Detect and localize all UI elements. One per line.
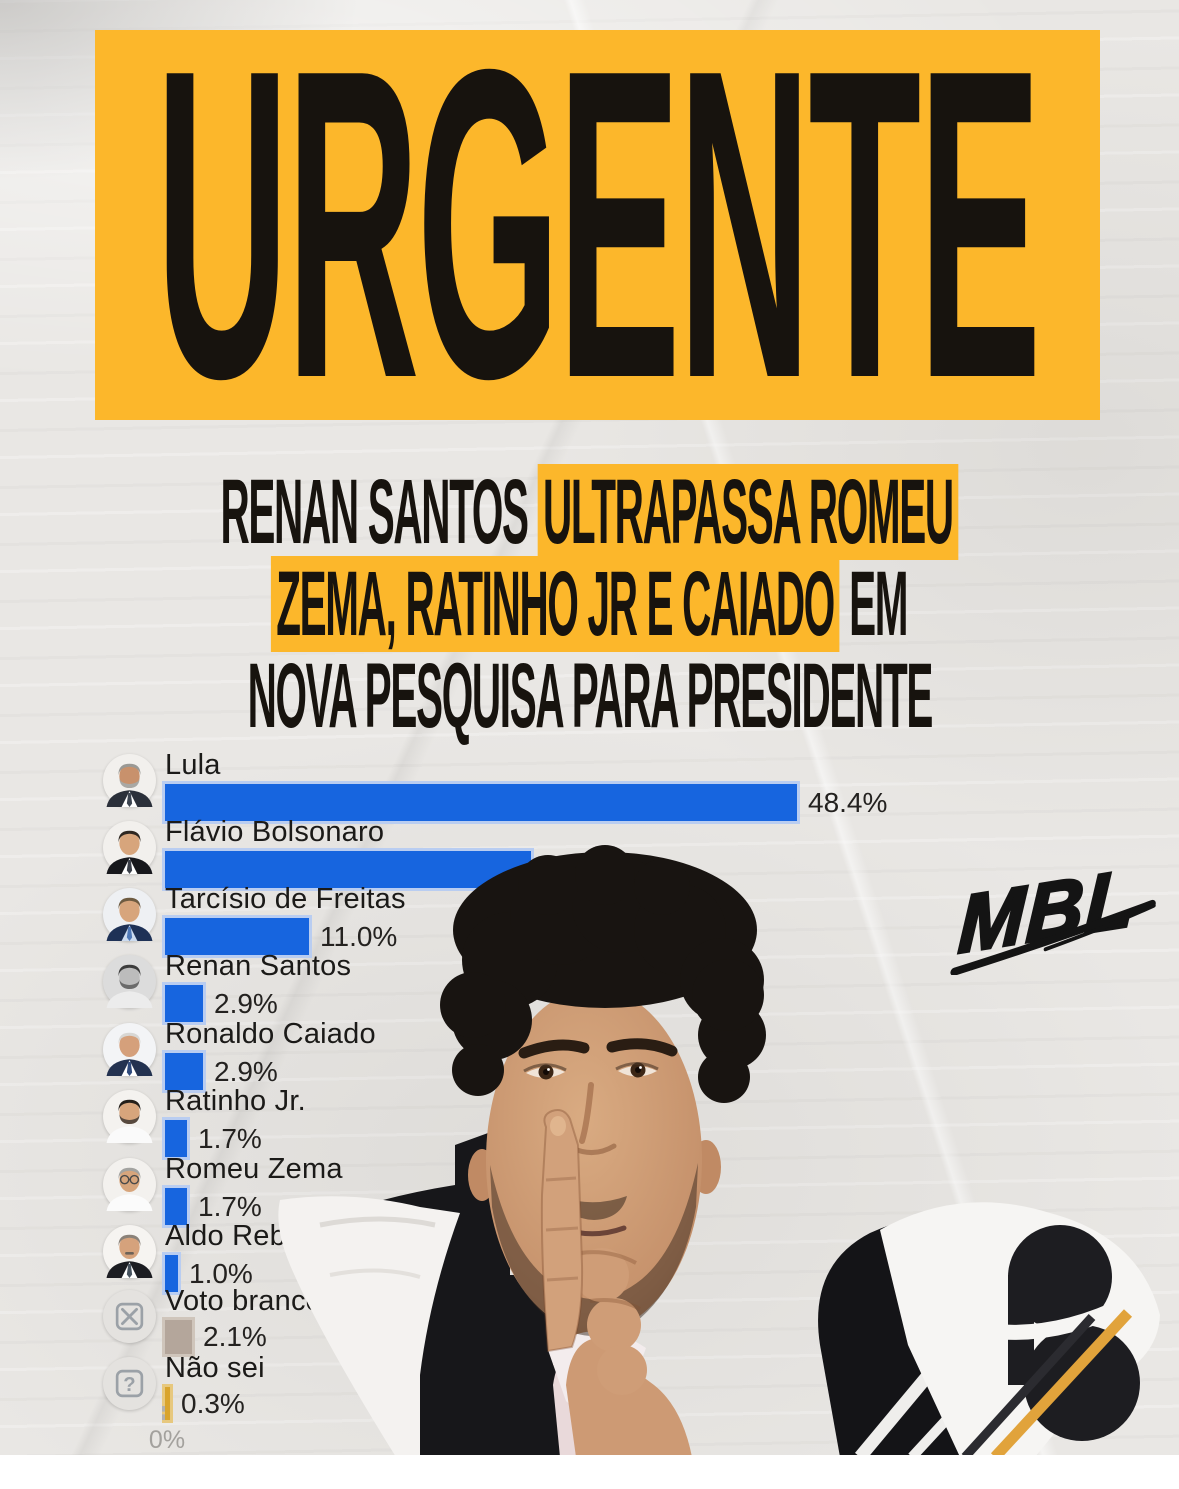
headline-highlight: ZEMA, RATINHO JR E CAIADO bbox=[271, 556, 840, 652]
headline-line: RENAN SANTOS ULTRAPASSA ROMEU bbox=[0, 464, 1179, 560]
poll-row: ? Não sei 0.3% bbox=[103, 1352, 1003, 1420]
candidate-photo bbox=[103, 1090, 156, 1143]
candidate-name: Voto branco bbox=[165, 1285, 322, 1317]
poll-chart: Lula 48.4% Flávio Bolsonaro Tarcísio de Fre… bbox=[103, 0, 1063, 1489]
poll-bar bbox=[165, 1053, 203, 1090]
candidate-photo bbox=[103, 1225, 156, 1278]
poll-bar bbox=[165, 1188, 187, 1225]
ballot-x-icon bbox=[103, 1290, 156, 1343]
mbl-underline bbox=[950, 899, 1156, 975]
candidate-photo bbox=[103, 754, 156, 807]
axis-zero-label: 0% bbox=[148, 1426, 186, 1454]
white-flag-left bbox=[278, 1196, 460, 1457]
candidate-avatar bbox=[103, 754, 156, 807]
headline-text: ZEMA, RATINHO JR E CAIADO EM bbox=[271, 553, 909, 655]
poll-bar bbox=[165, 1255, 178, 1292]
candidate-name: Ratinho Jr. bbox=[165, 1085, 306, 1117]
candidate-avatar bbox=[103, 888, 156, 941]
poll-row: Flávio Bolsonaro bbox=[103, 816, 1003, 888]
candidate-name: Renan Santos bbox=[165, 950, 352, 982]
candidate-avatar bbox=[103, 1158, 156, 1211]
candidate-avatar bbox=[103, 1225, 156, 1278]
poll-value: 1.0% bbox=[189, 1257, 253, 1289]
headline-text: NOVA PESQUISA PARA PRESIDENTE bbox=[247, 645, 933, 747]
candidate-name: Romeu Zema bbox=[165, 1153, 343, 1185]
headline-line: NOVA PESQUISA PARA PRESIDENTE bbox=[0, 645, 1179, 747]
poll-bar bbox=[165, 1387, 170, 1420]
headline-text: RENAN SANTOS ULTRAPASSA ROMEU bbox=[221, 464, 959, 560]
candidate-avatar: ? bbox=[103, 1357, 156, 1410]
poll-row: Aldo Rebelo 1.0% bbox=[103, 1222, 1003, 1292]
headline-plain: NOVA PESQUISA PARA PRESIDENTE bbox=[247, 645, 933, 747]
candidate-name: Flávio Bolsonaro bbox=[165, 816, 385, 848]
candidate-avatar bbox=[103, 821, 156, 874]
candidate-photo bbox=[103, 955, 156, 1008]
poll-row: Ronaldo Caiado 2.9% bbox=[103, 1018, 1003, 1090]
candidate-avatar bbox=[103, 1090, 156, 1143]
candidate-name: Lula bbox=[165, 749, 221, 781]
poll-row: Renan Santos 2.9% bbox=[103, 950, 1003, 1022]
nose bbox=[579, 1082, 594, 1144]
banner-title: URGENTE bbox=[156, 0, 1042, 470]
hair bbox=[440, 845, 766, 1103]
right-eyebrow bbox=[606, 1038, 678, 1057]
renan-santos-photo bbox=[278, 845, 1160, 1457]
poll-row: Ratinho Jr. 1.7% bbox=[103, 1085, 1003, 1157]
left-eyebrow bbox=[518, 1039, 590, 1059]
headline-highlight: ULTRAPASSA ROMEU bbox=[537, 464, 959, 560]
headline-plain: EM bbox=[839, 553, 909, 655]
poll-bar bbox=[165, 784, 797, 821]
poll-value: 0.3% bbox=[181, 1387, 245, 1419]
poll-value: 1.7% bbox=[198, 1190, 262, 1222]
poll-row: Lula 48.4% bbox=[103, 749, 1003, 821]
mbl-logo: MBL bbox=[950, 855, 1156, 975]
candidate-photo bbox=[103, 1023, 156, 1076]
poll-row: Tarcísio de Freitas 11.0% bbox=[103, 883, 1003, 955]
candidate-avatar bbox=[103, 955, 156, 1008]
axis-tick bbox=[162, 1406, 165, 1420]
svg-text:?: ? bbox=[123, 1374, 135, 1396]
candidate-avatar bbox=[103, 1290, 156, 1343]
poll-value: 48.4% bbox=[808, 786, 888, 818]
candidate-name: Ronaldo Caiado bbox=[165, 1018, 376, 1050]
poll-bar bbox=[165, 1120, 187, 1157]
poll-row: Voto branco 2.1% bbox=[103, 1285, 1003, 1354]
poll-bar bbox=[165, 918, 309, 955]
poll-row: Romeu Zema 1.7% bbox=[103, 1153, 1003, 1225]
poll-value: 1.7% bbox=[198, 1122, 262, 1154]
flag-gold-stripe bbox=[990, 1309, 1133, 1457]
poll-bar bbox=[165, 985, 203, 1022]
headline-plain: RENAN SANTOS bbox=[220, 461, 538, 563]
candidate-name: Tarcísio de Freitas bbox=[165, 883, 406, 915]
beard-stubble bbox=[490, 1163, 698, 1336]
headline: RENAN SANTOS ULTRAPASSA ROMEU ZEMA, RATIN… bbox=[0, 464, 1179, 747]
hand bbox=[540, 1109, 647, 1395]
candidate-photo bbox=[103, 1158, 156, 1211]
candidate-photo bbox=[103, 888, 156, 941]
poll-bar bbox=[165, 851, 531, 888]
poll-value: 2.9% bbox=[214, 1055, 278, 1087]
poll-value: 2.1% bbox=[203, 1321, 267, 1352]
candidate-name: Não sei bbox=[165, 1352, 265, 1384]
bottom-white-strip bbox=[0, 1455, 1179, 1489]
index-finger bbox=[540, 1109, 584, 1353]
question-icon: ? bbox=[103, 1357, 156, 1410]
urgent-banner: URGENTE bbox=[95, 0, 1100, 470]
candidate-photo bbox=[103, 821, 156, 874]
candidate-avatar bbox=[103, 1023, 156, 1076]
poll-value: 2.9% bbox=[214, 987, 278, 1019]
poll-bar bbox=[165, 1320, 192, 1354]
headline-line: ZEMA, RATINHO JR E CAIADO EM bbox=[0, 553, 1179, 655]
poll-value: 11.0% bbox=[320, 920, 398, 952]
